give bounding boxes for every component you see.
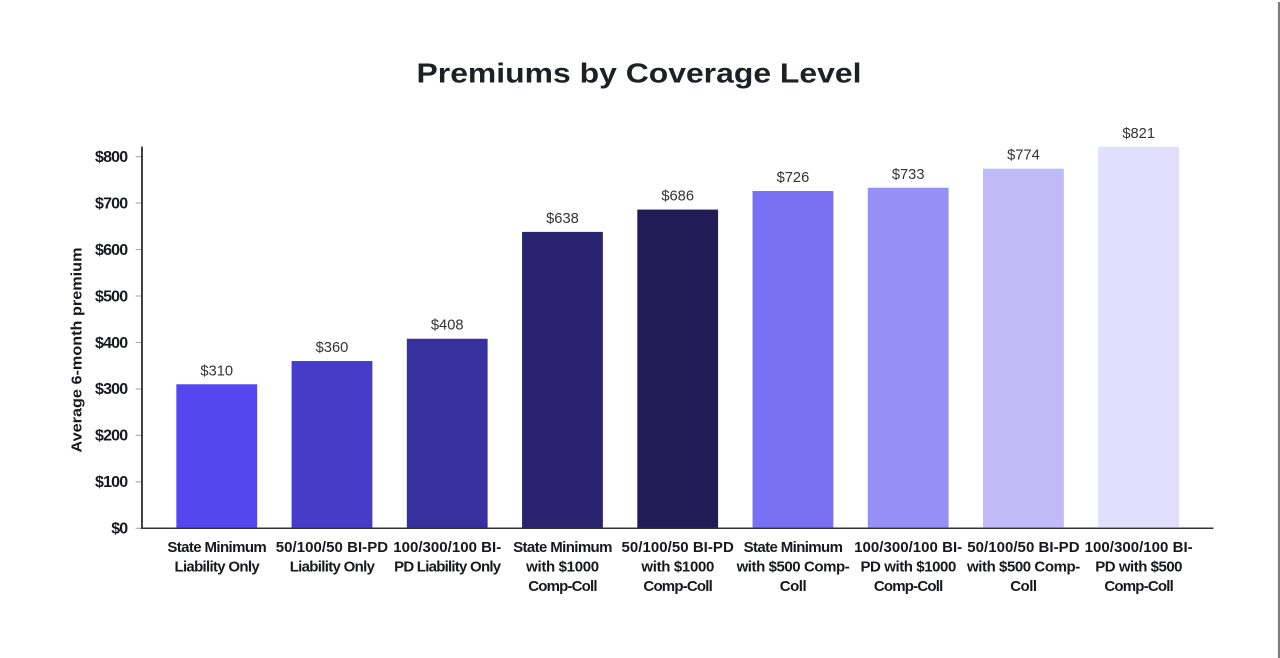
svg-text:PD with $500: PD with $500	[1095, 558, 1182, 575]
svg-text:100/300/100 BI-: 100/300/100 BI-	[1085, 539, 1193, 556]
svg-text:$400: $400	[95, 335, 128, 352]
svg-text:$733: $733	[892, 167, 925, 183]
svg-text:with $1000: with $1000	[640, 558, 714, 575]
svg-text:Liability Only: Liability Only	[174, 558, 260, 575]
svg-text:$638: $638	[546, 211, 579, 227]
svg-text:State Minimum: State Minimum	[744, 539, 843, 556]
svg-text:PD with $1000: PD with $1000	[860, 558, 955, 575]
svg-text:with $500 Comp-: with $500 Comp-	[966, 558, 1080, 575]
svg-text:50/100/50 BI-PD: 50/100/50 BI-PD	[622, 539, 734, 556]
svg-text:State Minimum: State Minimum	[513, 539, 612, 556]
svg-text:$600: $600	[95, 242, 128, 259]
svg-text:PD Liability Only: PD Liability Only	[394, 558, 502, 575]
svg-text:$200: $200	[95, 428, 128, 445]
svg-text:Comp-Coll: Comp-Coll	[528, 578, 597, 595]
svg-text:$500: $500	[95, 288, 128, 305]
svg-text:$700: $700	[95, 195, 128, 212]
svg-text:Premiums by Coverage Level: Premiums by Coverage Level	[417, 58, 862, 89]
svg-text:$726: $726	[777, 170, 810, 186]
svg-text:Average 6-month premium: Average 6-month premium	[68, 248, 85, 453]
svg-text:Coll: Coll	[780, 578, 807, 595]
svg-text:State Minimum: State Minimum	[167, 539, 266, 556]
svg-text:100/300/100 BI-: 100/300/100 BI-	[854, 539, 962, 556]
svg-text:50/100/50 BI-PD: 50/100/50 BI-PD	[276, 539, 388, 556]
svg-text:$310: $310	[200, 363, 233, 379]
svg-text:Coll: Coll	[1010, 578, 1037, 595]
svg-text:$800: $800	[95, 149, 128, 166]
svg-text:50/100/50 BI-PD: 50/100/50 BI-PD	[967, 539, 1079, 556]
svg-text:$100: $100	[95, 474, 128, 491]
svg-text:Comp-Coll: Comp-Coll	[643, 578, 712, 595]
svg-text:Comp-Coll: Comp-Coll	[1104, 578, 1173, 595]
svg-text:$774: $774	[1007, 148, 1040, 164]
svg-text:$0: $0	[111, 521, 128, 538]
svg-text:$408: $408	[431, 318, 464, 334]
svg-text:$360: $360	[316, 340, 349, 356]
svg-text:$686: $686	[661, 189, 694, 205]
svg-text:100/300/100 BI-: 100/300/100 BI-	[393, 539, 501, 556]
svg-text:Liability Only: Liability Only	[290, 558, 376, 575]
svg-text:with $500 Comp-: with $500 Comp-	[736, 558, 850, 575]
svg-text:with $1000: with $1000	[525, 558, 599, 575]
svg-text:$300: $300	[95, 381, 128, 398]
svg-text:$821: $821	[1122, 126, 1155, 142]
svg-text:Comp-Coll: Comp-Coll	[874, 578, 943, 595]
